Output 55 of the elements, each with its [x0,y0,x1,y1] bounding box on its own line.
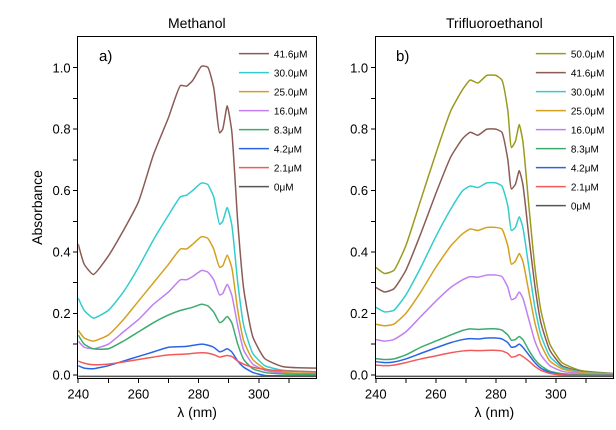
y-tick-label: 0.0 [52,367,71,382]
legend-label: 30.0μM [570,88,604,99]
legend-label: 16.0μM [570,126,604,137]
y-tick-label: 0.6 [350,183,368,198]
x-axis-title: λ (nm) [177,404,217,420]
line-series [376,274,613,376]
x-tick-label: 240 [364,386,387,402]
y-tick-label: 0.0 [350,367,368,382]
y-tick-label: 0.4 [350,244,368,260]
y-tick-label: 0.8 [350,122,368,137]
x-tick-label: 260 [128,386,150,402]
y-tick-label: 0.4 [52,244,71,260]
line-series [376,328,613,376]
legend-label: 0μM [274,182,294,194]
y-tick-label: 1.0 [52,60,71,76]
legend-label: 8.3μM [570,144,599,156]
y-tick-label: 1.0 [350,60,368,76]
legend-label: 41.6μM [274,50,308,61]
legend-label: 8.3μM [274,126,302,137]
chart-title: Trifluoroethanol [446,15,543,31]
line-series [78,303,316,376]
legend-label: 4.2μM [570,164,599,175]
line-series [376,128,613,374]
legend-label: 41.6μM [570,68,604,80]
y-tick-label: 0.6 [52,183,71,198]
x-tick-label: 300 [248,386,270,402]
chart-title: Methanol [168,15,226,31]
legend-label: 50.0μM [570,50,604,61]
line-series [78,270,316,375]
legend-label: 4.2μM [274,144,302,156]
line-series [78,236,316,374]
y-tick-label: 0.2 [52,306,71,322]
legend-label: 30.0μM [274,68,308,80]
x-axis-title: λ (nm) [474,404,514,420]
x-tick-label: 300 [545,386,567,402]
y-tick-label: 0.8 [52,122,71,137]
legend-label: 2.1μM [274,164,302,175]
x-tick-label: 240 [67,386,90,402]
line-series [376,226,613,375]
y-axis-title: Absorbance [29,170,46,245]
x-tick-label: 260 [424,386,447,402]
x-tick-label: 280 [188,386,210,402]
legend-label: 25.0μM [570,106,604,118]
line-series [78,352,316,373]
line-series [78,343,316,377]
x-tick-label: 280 [484,386,507,402]
annotation: b) [396,48,410,65]
annotation: a) [99,48,112,65]
legend-label: 2.1μM [570,182,599,194]
y-tick-label: 0.2 [350,306,368,322]
legend-label: 0μM [570,202,590,213]
legend-label: 16.0μM [274,106,308,118]
line-series [78,65,316,369]
legend-label: 25.0μM [274,88,308,99]
line-series [376,350,613,376]
